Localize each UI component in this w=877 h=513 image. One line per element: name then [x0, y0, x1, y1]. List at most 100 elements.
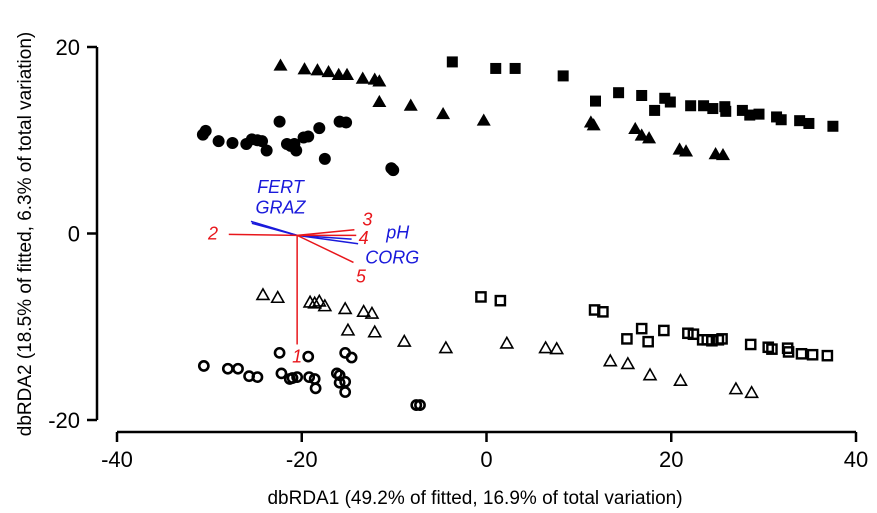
data-points	[196, 56, 839, 411]
open-triangle-point	[438, 340, 454, 354]
filled-square-point	[613, 87, 625, 99]
vector-corg	[297, 234, 359, 245]
y-tick-label: -20	[48, 408, 80, 433]
filled-circle-point	[273, 115, 286, 128]
open-square-point	[642, 335, 654, 348]
open-triangle-point	[356, 304, 372, 318]
filled-triangle-point	[403, 98, 418, 111]
open-circle-point	[302, 350, 315, 363]
vector-3	[297, 229, 355, 237]
open-square-point	[621, 333, 633, 345]
vector-graz	[250, 220, 298, 237]
open-circle-point	[273, 346, 286, 359]
x-ticks: -40 -20 0 20 40	[101, 432, 868, 472]
filled-square-point	[557, 70, 569, 82]
filled-triangle-point	[310, 63, 325, 76]
open-triangle-point	[549, 341, 565, 355]
open-square-point	[821, 349, 834, 362]
open-circle-point	[309, 382, 322, 395]
filled-triangle-point	[679, 144, 694, 157]
open-triangle-point	[728, 381, 744, 395]
open-circle-point	[275, 367, 288, 380]
open-triangle-point	[270, 290, 286, 304]
open-triangle-point	[367, 324, 383, 338]
open-triangle-point	[340, 322, 356, 336]
open-triangle-point	[602, 353, 618, 367]
open-triangle-point	[255, 287, 271, 301]
filled-square-point	[590, 95, 602, 107]
vector-label-ph: pH	[385, 223, 410, 243]
filled-square-point	[659, 92, 671, 104]
filled-triangle-point	[715, 147, 730, 161]
open-circle-point	[232, 362, 244, 375]
open-triangle-series	[255, 287, 759, 399]
open-square-point	[635, 322, 648, 335]
filled-square-point	[753, 108, 765, 120]
filled-square-point	[794, 115, 806, 127]
filled-triangle-point	[340, 67, 355, 80]
open-triangle-point	[307, 295, 323, 309]
open-triangle-point	[673, 373, 688, 387]
filled-square-point	[685, 100, 697, 112]
open-circle-point	[291, 371, 304, 384]
filled-triangle-point	[628, 121, 643, 135]
filled-triangle-point	[476, 113, 491, 126]
filled-circle-point	[226, 137, 239, 150]
filled-circle-point	[387, 164, 400, 177]
filled-circle-point	[199, 124, 212, 137]
filled-square-point	[744, 109, 756, 121]
filled-square-point	[775, 114, 787, 126]
open-triangle-point	[538, 340, 553, 354]
filled-square-point	[736, 104, 748, 116]
open-square-point	[782, 346, 795, 358]
filled-square-point	[827, 120, 839, 132]
open-triangle-point	[499, 335, 515, 349]
filled-circle-point	[318, 152, 331, 165]
y-axis-title: dbRDA2 (18.5% of fitted, 6.3% of total v…	[15, 32, 36, 437]
filled-square-point	[490, 62, 502, 74]
open-square-series	[475, 291, 834, 362]
filled-triangle-point	[372, 74, 387, 87]
filled-square-point	[446, 56, 458, 68]
filled-circle-point	[340, 116, 353, 129]
x-tick-label: 20	[659, 447, 683, 472]
vector-label-fert: FERT	[257, 177, 306, 197]
filled-square-point	[636, 89, 648, 101]
open-square-point	[716, 333, 728, 345]
x-tick-label: 40	[844, 447, 868, 472]
open-square-point	[658, 324, 670, 337]
open-square-point	[494, 294, 507, 307]
filled-triangle-point	[634, 128, 649, 141]
open-triangle-point	[620, 356, 636, 370]
open-square-point	[766, 343, 778, 355]
open-square-point	[806, 348, 819, 361]
open-circle-point	[345, 351, 358, 364]
filled-circle-point	[290, 144, 303, 157]
vector-arrows	[228, 220, 359, 345]
vector-2	[228, 233, 298, 237]
filled-triangle-point	[297, 62, 312, 75]
open-circle-point	[303, 371, 316, 384]
filled-square-point	[649, 104, 661, 116]
vector-label-3: 3	[362, 210, 372, 230]
filled-circle-series	[196, 115, 400, 177]
filled-triangle-point	[355, 71, 370, 84]
open-triangle-point	[311, 293, 327, 307]
filled-triangle-series	[273, 58, 730, 161]
filled-square-point	[509, 62, 521, 74]
open-square-point	[597, 306, 609, 318]
vector-label-4: 4	[359, 228, 369, 248]
open-square-point	[795, 347, 808, 360]
axes: -20 0 20 -40 -20 0 20 40	[48, 35, 868, 472]
open-circle-point	[221, 362, 234, 375]
open-circle-point	[251, 371, 264, 384]
open-circle-point	[197, 360, 210, 372]
open-circle-point	[414, 399, 426, 411]
vector-label-5: 5	[356, 266, 367, 286]
vector-5	[296, 234, 354, 264]
open-triangle-point	[744, 385, 759, 399]
open-triangle-point	[337, 301, 353, 315]
open-triangle-point	[396, 333, 412, 347]
open-circle-series	[197, 346, 426, 411]
